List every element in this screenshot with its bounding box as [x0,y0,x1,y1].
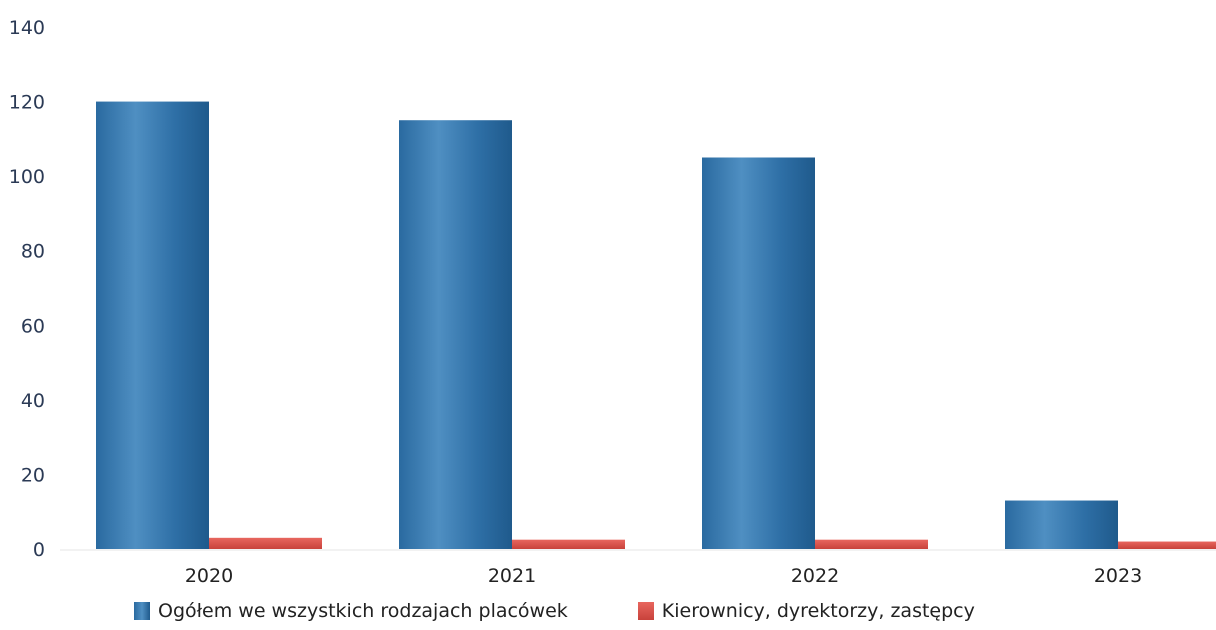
bar-managers-2021 [512,539,625,549]
bar-managers-2023 [1118,541,1216,549]
legend-label-managers: Kierownicy, dyrektorzy, zastępcy [661,600,975,622]
x-tick-label: 2022 [791,565,839,587]
legend-swatch-total [134,602,150,620]
bars [96,101,1216,550]
bar-managers-2022 [815,539,928,549]
y-axis: 0 20 40 60 80 100 120 140 [9,17,1216,561]
legend: Ogółem we wszystkich rodzajach placówek … [134,600,975,622]
y-tick-label: 100 [9,166,45,188]
bar-total-2022 [702,157,815,549]
y-tick-label: 120 [9,92,45,114]
y-tick-label: 140 [9,17,45,39]
legend-item-managers: Kierownicy, dyrektorzy, zastępcy [637,600,975,622]
y-tick-label: 60 [21,315,45,337]
x-tick-label: 2023 [1094,565,1142,587]
legend-label-total: Ogółem we wszystkich rodzajach placówek [158,600,568,622]
legend-item-total: Ogółem we wszystkich rodzajach placówek [134,600,568,622]
bar-total-2020 [96,101,209,550]
x-axis: 2020 2021 2022 2023 [185,565,1142,587]
y-tick-label: 20 [21,464,45,486]
y-tick-label: 40 [21,390,45,412]
bar-managers-2020 [209,537,322,549]
bar-total-2023 [1005,500,1118,549]
bar-total-2021 [399,120,512,549]
x-tick-label: 2021 [488,565,536,587]
legend-swatch-managers [637,602,654,620]
y-tick-label: 0 [33,539,45,561]
x-tick-label: 2020 [185,565,233,587]
y-tick-label: 80 [21,241,45,263]
